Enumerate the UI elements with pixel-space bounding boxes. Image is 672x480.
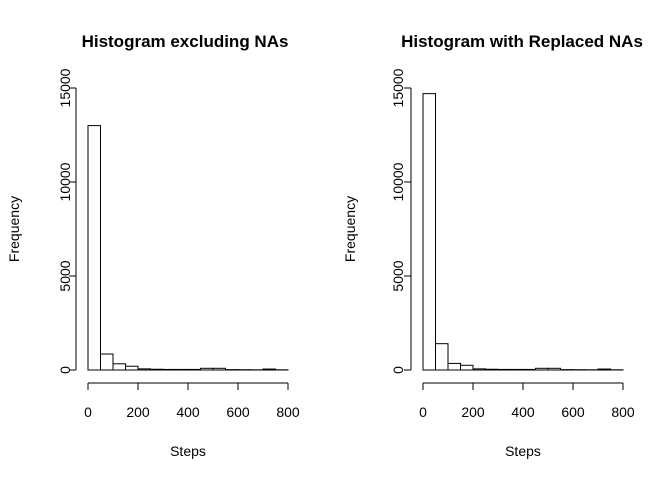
histogram-bar-10	[212, 367, 226, 371]
histogram-bar-8	[187, 368, 201, 371]
y-tick-label-1: 5000	[57, 260, 73, 291]
y-tick-label-0: 0	[57, 366, 73, 374]
histogram-bar-10	[547, 367, 561, 371]
x-tick-label-0: 0	[419, 404, 427, 420]
y-axis-label: Frequency	[342, 196, 358, 262]
x-tick-label-4: 800	[276, 404, 300, 420]
histogram-bar-1	[435, 343, 449, 371]
histogram-panel-excluding-nas: Histogram excluding NAs 0 200 400 600 800 Step…	[6, 32, 300, 459]
x-axis-label: Steps	[505, 443, 541, 459]
histogram-bar-2	[447, 362, 461, 371]
x-tick-label-3: 600	[561, 404, 585, 420]
x-tick-label-2: 400	[176, 404, 200, 420]
histogram-bar-14	[597, 368, 611, 371]
x-tick-label-1: 200	[126, 404, 150, 420]
histogram-bar-9	[200, 367, 214, 371]
histogram-bar-0	[422, 93, 436, 371]
histogram-bar-7	[175, 368, 189, 371]
x-tick-label-1: 200	[461, 404, 485, 420]
y-tick-label-3: 15000	[390, 68, 406, 107]
histogram-bar-6	[162, 368, 176, 371]
histogram-bar-6	[497, 368, 511, 371]
histogram-bar-5	[485, 368, 499, 371]
histogram-bar-2	[112, 363, 126, 371]
histogram-panel-replaced-nas: Histogram with Replaced NAs 0 200 400 600 800…	[342, 32, 643, 459]
x-axis-label: Steps	[170, 443, 206, 459]
y-tick-label-1: 5000	[390, 260, 406, 291]
y-tick-label-2: 10000	[57, 162, 73, 201]
x-tick-label-3: 600	[226, 404, 250, 420]
histogram-bar-14	[262, 368, 276, 371]
histogram-bar-4	[472, 368, 486, 371]
histogram-bar-3	[460, 364, 474, 371]
histogram-bar-5	[150, 368, 164, 371]
y-axis-label: Frequency	[6, 196, 22, 262]
x-tick-label-4: 800	[611, 404, 635, 420]
histogram-bar-7	[510, 368, 524, 371]
histogram-bar-8	[522, 368, 536, 371]
chart-title: Histogram excluding NAs	[82, 32, 289, 51]
x-tick-label-0: 0	[84, 404, 92, 420]
y-tick-label-0: 0	[390, 366, 406, 374]
x-tick-label-2: 400	[511, 404, 535, 420]
histogram-bar-3	[125, 365, 139, 371]
y-tick-label-2: 10000	[390, 162, 406, 201]
histogram-bar-4	[137, 368, 151, 371]
histogram-bar-0	[87, 125, 101, 371]
y-tick-label-3: 15000	[57, 68, 73, 107]
chart-title: Histogram with Replaced NAs	[401, 32, 643, 51]
histogram-bar-9	[535, 367, 549, 371]
histogram-bar-1	[100, 353, 114, 371]
